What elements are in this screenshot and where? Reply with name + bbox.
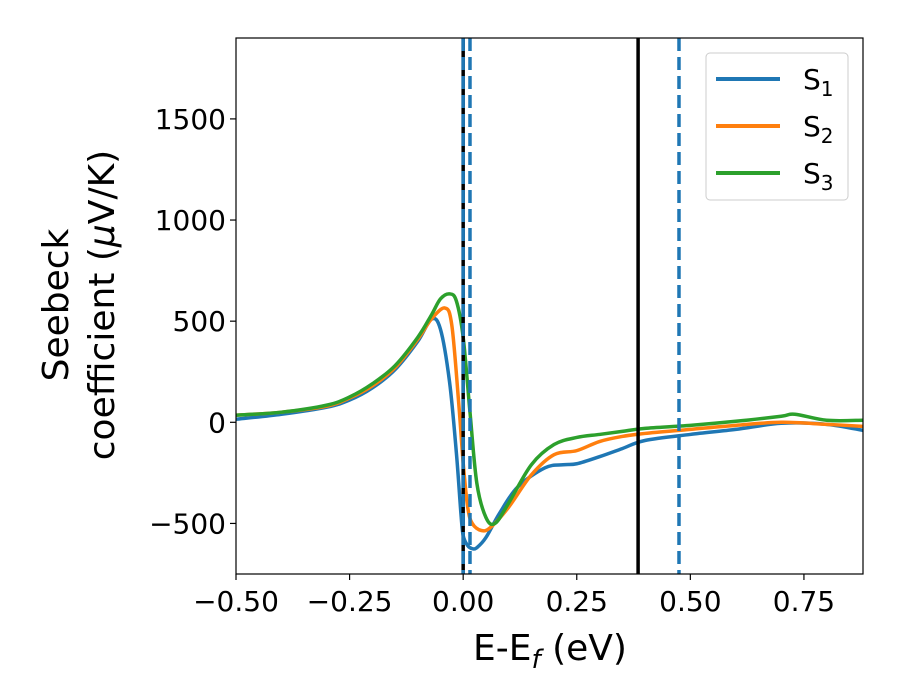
y-tick-label: 1000 (155, 204, 226, 237)
y-tick-label: 500 (173, 305, 226, 338)
vertical-lines (461, 38, 681, 574)
x-tick-label: 0.25 (546, 585, 608, 618)
axis-ticks: −0.50 −0.25 0.00 0.25 0.50 0.75 −500 0 500 1000 15… (149, 103, 835, 618)
y-axis-label-mu: μ (82, 224, 123, 248)
legend-label-s1: S1 (803, 63, 834, 101)
series-line-s1 (236, 316, 863, 551)
y-tick-label: 0 (208, 406, 226, 439)
x-axis-label-main: E-E (473, 628, 531, 669)
x-axis-label-tail: (eV) (541, 628, 627, 669)
x-tick-label: −0.50 (193, 585, 279, 618)
legend-label-s3: S3 (803, 157, 834, 195)
plot-frame (235, 37, 864, 575)
legend-label-s2: S2 (803, 110, 834, 148)
y-axis-label-line2: coefficient (μV/K) (82, 150, 123, 460)
series-line-s3 (236, 292, 863, 527)
y-tick-label: −500 (149, 507, 226, 540)
x-axis-label: E-Ef (eV) (473, 628, 627, 675)
y-axis-label-pre: coefficient ( (82, 247, 123, 460)
plot-lines (236, 292, 863, 551)
y-tick-label: 1500 (155, 103, 226, 136)
legend: S1 S2 S3 (705, 52, 849, 201)
x-tick-label: 0.50 (659, 585, 721, 618)
y-axis-label: Seebeck coefficient (μV/K) (36, 150, 123, 460)
x-tick-label: 0.75 (773, 585, 835, 618)
y-axis-label-post: V/K) (82, 150, 123, 224)
x-tick-label: 0.00 (432, 585, 494, 618)
x-tick-label: −0.25 (307, 585, 393, 618)
y-axis-label-line1: Seebeck (36, 228, 77, 381)
